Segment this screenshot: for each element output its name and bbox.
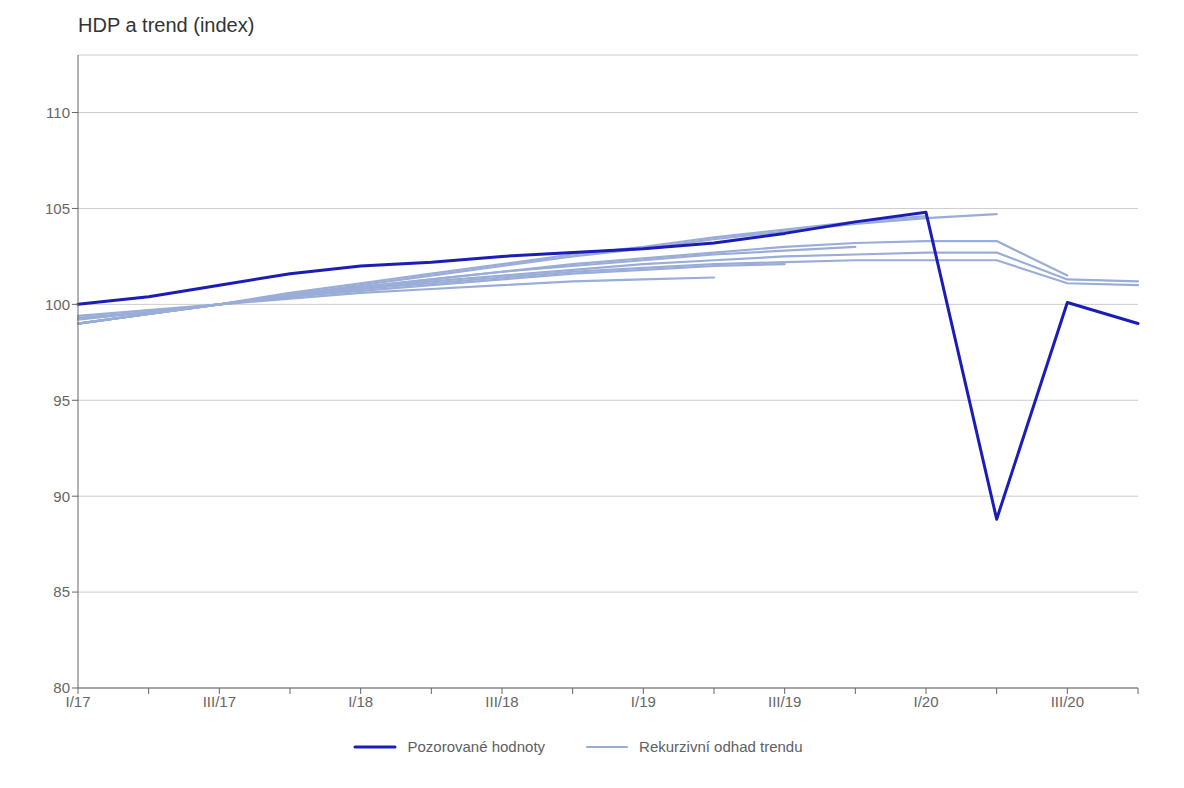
svg-text:100: 100 — [45, 296, 70, 313]
svg-text:I/17: I/17 — [65, 692, 91, 710]
svg-text:I/19: I/19 — [631, 693, 656, 710]
html-text:Pozorované hodnoty: Pozorované hodnoty — [407, 738, 546, 755]
svg-text:III/18: III/18 — [485, 693, 518, 710]
svg-text:80: 80 — [53, 679, 70, 696]
svg-text:I/20: I/20 — [913, 693, 938, 710]
svg-text:85: 85 — [53, 583, 70, 600]
html-text:Rekurzivní odhad trendu: Rekurzivní odhad trendu — [639, 738, 803, 755]
svg-text:III/20: III/20 — [1051, 693, 1084, 710]
svg-text:III/17: III/17 — [203, 693, 236, 710]
svg-text:95: 95 — [53, 392, 70, 409]
svg-text:105: 105 — [45, 200, 70, 217]
svg-text:110: 110 — [46, 104, 70, 121]
svg-text:III/19: III/19 — [768, 693, 801, 710]
svg-text:I/18: I/18 — [348, 693, 373, 710]
html-text:HDP a trend (index): HDP a trend (index) — [78, 14, 255, 36]
svg-text:90: 90 — [53, 488, 70, 505]
